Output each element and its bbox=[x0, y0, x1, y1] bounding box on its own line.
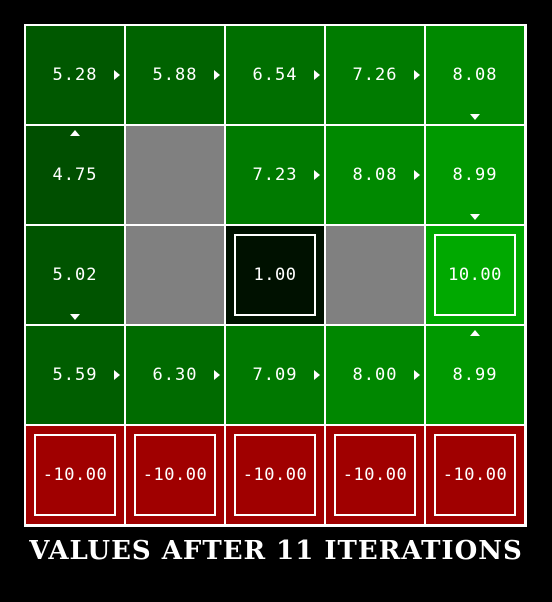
policy-arrow-south-icon bbox=[470, 114, 480, 120]
cell-value: 1.00 bbox=[253, 265, 297, 285]
cell-value: 8.99 bbox=[452, 365, 498, 385]
state-cell: 5.88 bbox=[126, 26, 224, 124]
terminal-marker-box bbox=[134, 434, 216, 516]
state-cell: 5.02 bbox=[26, 226, 124, 324]
terminal-marker-box bbox=[434, 234, 516, 316]
state-cell: 6.54 bbox=[226, 26, 324, 124]
cell-value: 8.00 bbox=[352, 365, 398, 385]
terminal-marker-box bbox=[234, 434, 316, 516]
state-cell: 8.99 bbox=[426, 126, 524, 224]
cell-value: 8.08 bbox=[452, 65, 498, 85]
state-cell: 8.08 bbox=[326, 126, 424, 224]
terminal-cell: -10.00 bbox=[26, 426, 124, 524]
state-cell: 7.09 bbox=[226, 326, 324, 424]
policy-arrow-east-icon bbox=[314, 370, 320, 380]
policy-arrow-north-icon bbox=[470, 330, 480, 336]
policy-arrow-north-icon bbox=[70, 130, 80, 136]
terminal-marker-box bbox=[434, 434, 516, 516]
state-cell: 8.00 bbox=[326, 326, 424, 424]
cell-value: -10.00 bbox=[142, 465, 208, 485]
wall-cell bbox=[326, 226, 424, 324]
iteration-caption: VALUES AFTER 11 ITERATIONS bbox=[29, 536, 523, 566]
state-cell: 8.99 bbox=[426, 326, 524, 424]
cell-value: 6.54 bbox=[252, 65, 298, 85]
policy-arrow-east-icon bbox=[114, 70, 120, 80]
cell-value: 4.75 bbox=[52, 165, 98, 185]
policy-arrow-south-icon bbox=[70, 314, 80, 320]
state-cell: 5.59 bbox=[26, 326, 124, 424]
cell-value: -10.00 bbox=[342, 465, 408, 485]
state-cell: 5.28 bbox=[26, 26, 124, 124]
policy-arrow-south-icon bbox=[470, 214, 480, 220]
terminal-cell: -10.00 bbox=[326, 426, 424, 524]
state-cell: 4.75 bbox=[26, 126, 124, 224]
cell-value: 10.00 bbox=[448, 265, 502, 285]
cell-value: 8.99 bbox=[452, 165, 498, 185]
policy-arrow-east-icon bbox=[414, 70, 420, 80]
state-cell: 7.23 bbox=[226, 126, 324, 224]
wall-cell bbox=[126, 126, 224, 224]
policy-arrow-east-icon bbox=[314, 170, 320, 180]
policy-arrow-east-icon bbox=[314, 70, 320, 80]
cell-value: -10.00 bbox=[442, 465, 508, 485]
policy-arrow-east-icon bbox=[414, 370, 420, 380]
policy-arrow-east-icon bbox=[214, 370, 220, 380]
cell-value: 5.02 bbox=[52, 265, 98, 285]
terminal-marker-box bbox=[334, 434, 416, 516]
cell-value: 5.88 bbox=[152, 65, 198, 85]
state-cell: 7.26 bbox=[326, 26, 424, 124]
cell-value: 7.09 bbox=[252, 365, 298, 385]
terminal-cell: -10.00 bbox=[126, 426, 224, 524]
cell-value: 5.28 bbox=[52, 65, 98, 85]
policy-arrow-east-icon bbox=[114, 370, 120, 380]
policy-arrow-east-icon bbox=[214, 70, 220, 80]
terminal-cell: -10.00 bbox=[226, 426, 324, 524]
cell-value: 7.26 bbox=[352, 65, 398, 85]
cell-value: 8.08 bbox=[352, 165, 398, 185]
terminal-cell: -10.00 bbox=[426, 426, 524, 524]
terminal-marker-box bbox=[34, 434, 116, 516]
cell-value: 5.59 bbox=[52, 365, 98, 385]
cell-value: 6.30 bbox=[152, 365, 198, 385]
wall-cell bbox=[126, 226, 224, 324]
policy-arrow-east-icon bbox=[414, 170, 420, 180]
terminal-cell: 1.00 bbox=[226, 226, 324, 324]
terminal-cell: 10.00 bbox=[426, 226, 524, 324]
state-cell: 6.30 bbox=[126, 326, 224, 424]
cell-value: -10.00 bbox=[242, 465, 308, 485]
state-cell: 8.08 bbox=[426, 26, 524, 124]
terminal-marker-box bbox=[234, 234, 316, 316]
gridworld-board: 5.28 5.88 6.54 7.26 8.08 4.75 7.23 8.08 8.99 5.02… bbox=[24, 24, 527, 527]
cell-value: -10.00 bbox=[42, 465, 108, 485]
cell-value: 7.23 bbox=[252, 165, 298, 185]
